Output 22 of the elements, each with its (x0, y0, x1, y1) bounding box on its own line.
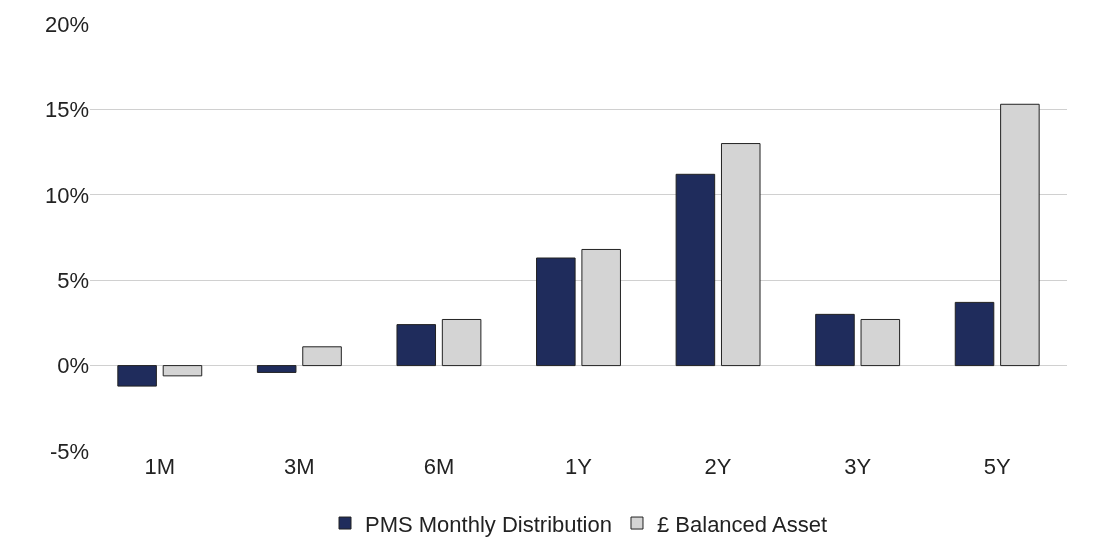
x-tick-label: 2Y (704, 454, 732, 479)
y-tick-label: 10% (44, 182, 89, 208)
x-tick-label: 3M (284, 454, 315, 479)
bar (256, 365, 297, 373)
x-tick-label: 1M (144, 454, 176, 479)
legend-label: £ Balanced Asset (656, 511, 827, 537)
bar (396, 324, 437, 367)
bar (815, 313, 855, 367)
x-tick-label: 6M (423, 454, 455, 479)
x-tick-label: 1Y (565, 454, 593, 479)
bar (117, 365, 157, 387)
bar (536, 257, 576, 367)
x-tick-label: 5Y (983, 454, 1011, 479)
y-tick-label: 15% (44, 97, 89, 123)
legend-label: PMS Monthly Distribution (365, 511, 612, 537)
y-tick-label: -5% (49, 438, 89, 464)
x-tick-label: 3Y (844, 454, 872, 479)
y-tick-label: 0% (57, 353, 89, 379)
bar (675, 173, 716, 367)
bar (954, 301, 995, 367)
y-tick-label: 5% (57, 267, 89, 293)
y-tick-label: 20% (44, 11, 89, 37)
